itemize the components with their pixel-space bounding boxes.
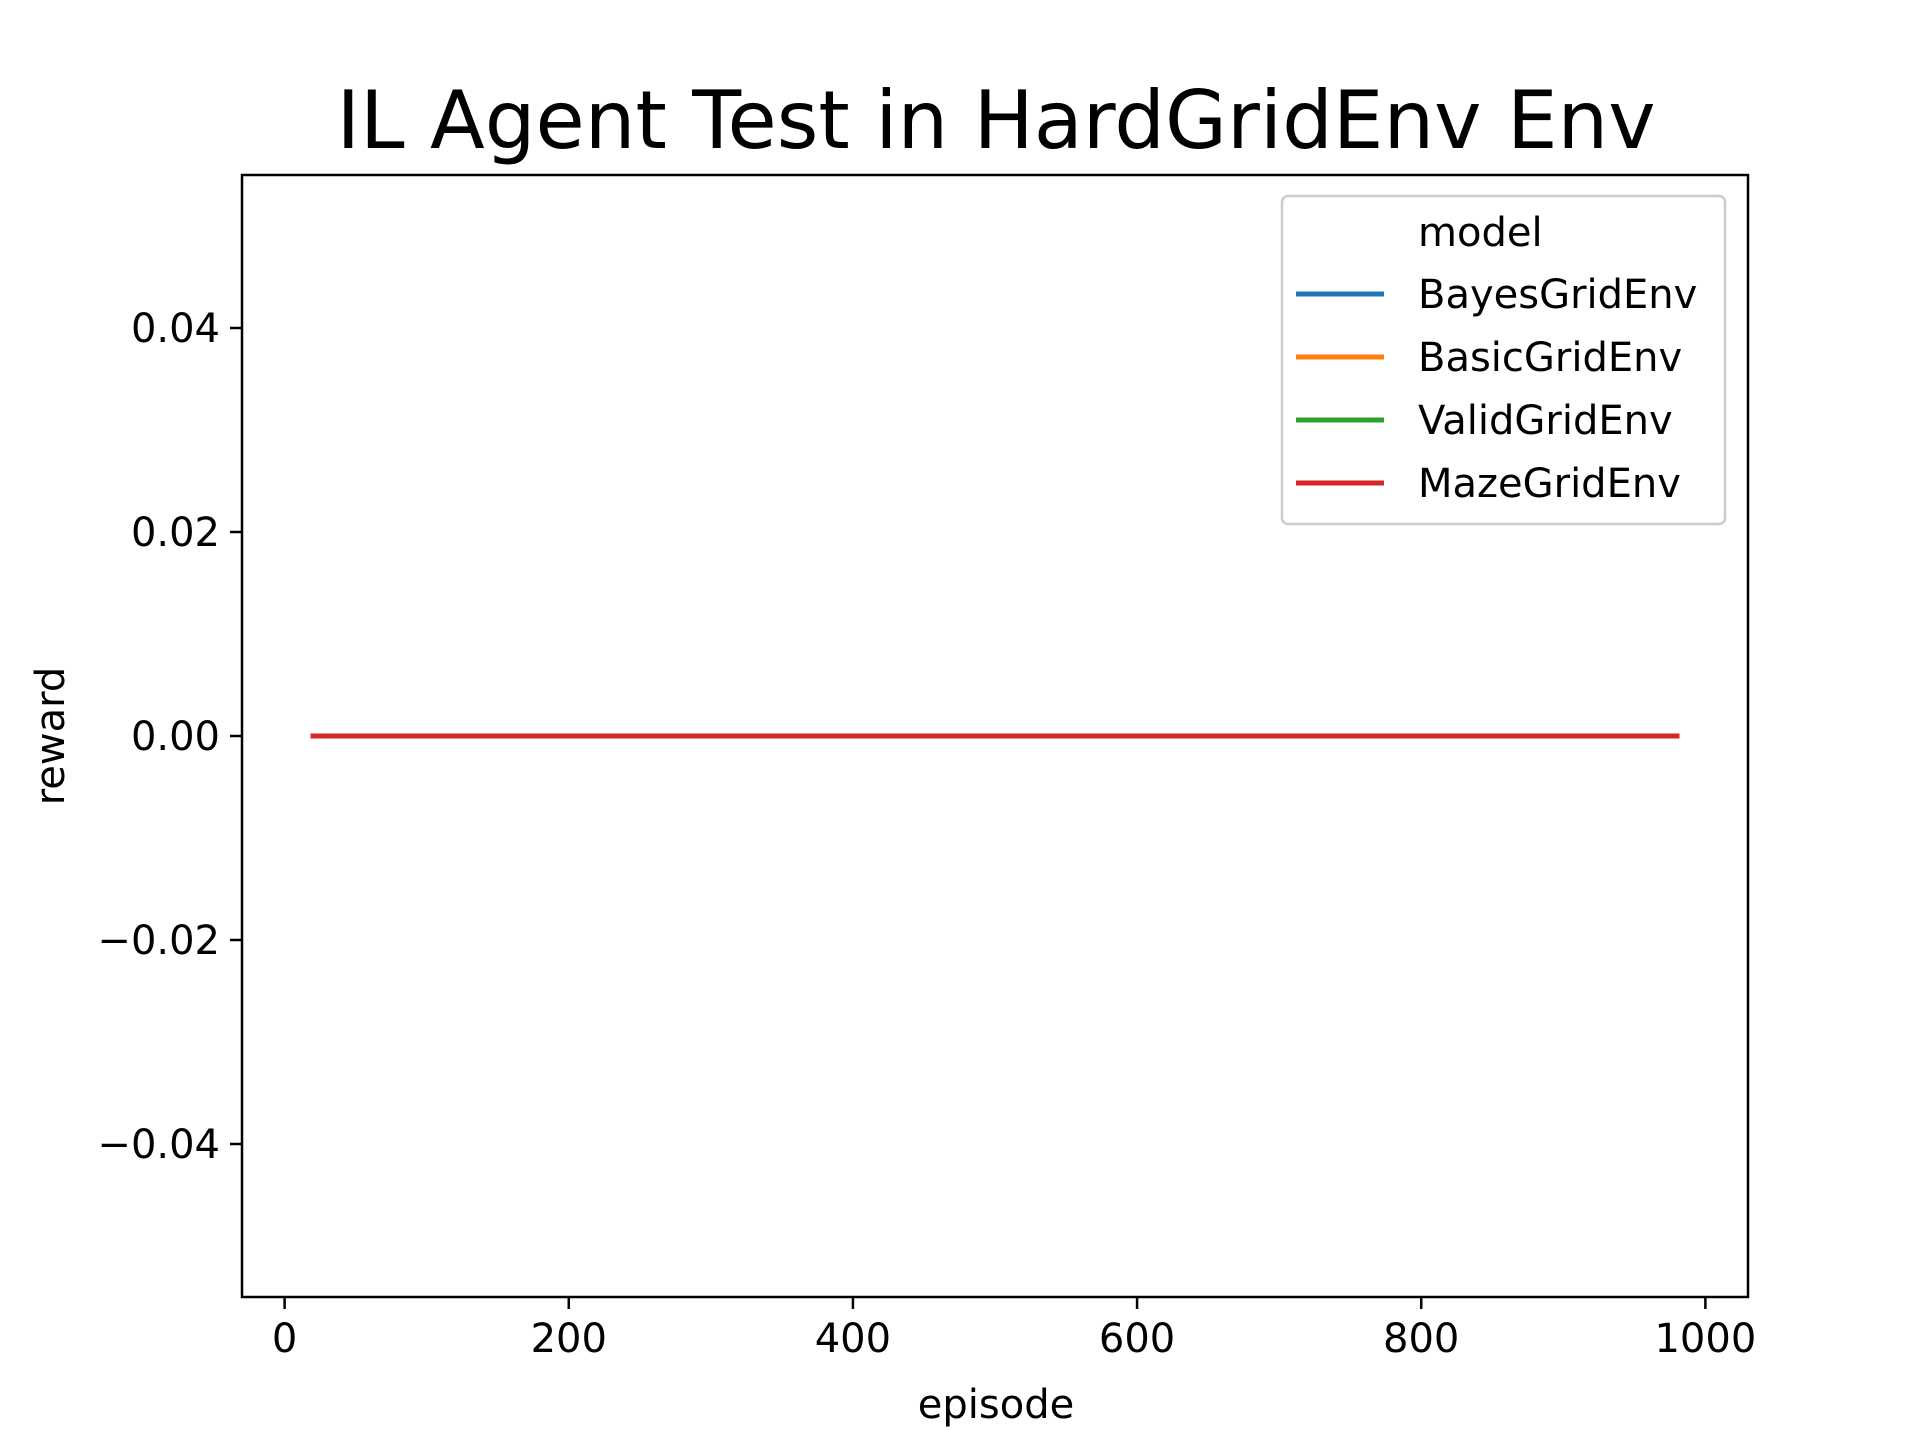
legend-label-validgridenv: ValidGridEnv [1418,398,1673,444]
legend: model BayesGridEnv BasicGridEnv ValidGridE… [1280,194,1727,526]
y-tick-label: −0.02 [97,918,220,964]
x-tick-label: 0 [272,1316,297,1362]
legend-box [1280,194,1727,526]
legend-label-mazegridenv: MazeGridEnv [1418,461,1681,507]
x-tick-label: 800 [1383,1316,1459,1362]
legend-label-bayesgridenv: BayesGridEnv [1418,272,1697,318]
x-axis: 0 200 400 600 800 1000 [272,1297,1756,1362]
chart-title: IL Agent Test in HardGridEnv Env [336,74,1655,167]
legend-entries: BayesGridEnv BasicGridEnv ValidGridEnv Maze… [1296,272,1697,507]
x-axis-label: episode [918,1382,1074,1428]
y-tick-label: 0.00 [131,714,220,760]
x-tick-label: 200 [531,1316,607,1362]
y-axis-label: reward [28,667,74,806]
y-tick-label: −0.04 [97,1122,220,1168]
legend-label-basicgridenv: BasicGridEnv [1418,335,1682,381]
y-tick-label: 0.02 [131,510,220,556]
x-tick-label: 1000 [1654,1316,1756,1362]
x-tick-label: 400 [815,1316,891,1362]
x-tick-label: 600 [1099,1316,1175,1362]
plot-frame [240,173,1750,1299]
y-axis: −0.04 −0.02 0.00 0.02 0.04 [97,306,242,1168]
legend-title: model [1418,210,1543,256]
y-tick-label: 0.04 [131,306,220,352]
